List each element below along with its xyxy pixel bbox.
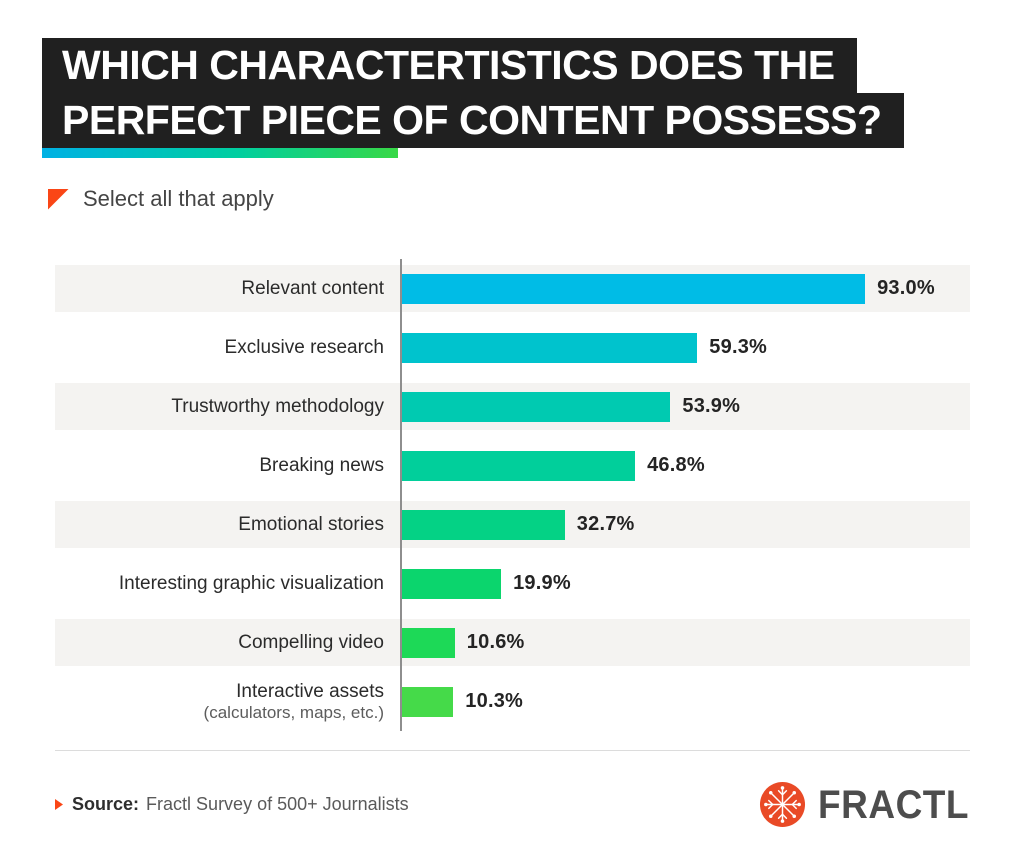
row-label-text: Compelling video (238, 631, 384, 653)
chart-row: Trustworthy methodology 53.9% (55, 377, 970, 436)
source-label: Source: (72, 794, 140, 814)
row-label-text: Exclusive research (224, 336, 384, 358)
divider (55, 750, 970, 751)
row-stripe (55, 619, 970, 666)
axis-line (400, 259, 402, 731)
corner-triangle-icon (48, 188, 69, 210)
bar (402, 391, 671, 422)
subtitle: Select all that apply (48, 186, 1024, 212)
chart-row: Breaking news 46.8% (55, 436, 970, 495)
bar (402, 450, 636, 481)
bar-cell: 53.9% (400, 391, 970, 422)
bar-cell: 10.6% (400, 627, 970, 658)
brand-logo: FRACTL (759, 781, 969, 828)
row-label-text: Interesting graphic visualization (118, 572, 384, 594)
title-line-1: WHICH CHARACTERTISTICS DOES THE (42, 38, 857, 93)
row-label: Interactive assets (calculators, maps, e… (55, 680, 400, 724)
bar-cell: 59.3% (400, 332, 970, 363)
row-label: Relevant content (55, 277, 400, 300)
footer: Source: Fractl Survey of 500+ Journalist… (55, 781, 969, 828)
row-label: Breaking news (55, 454, 400, 477)
arrow-right-triangle-icon (55, 799, 63, 810)
row-label: Exclusive research (55, 336, 400, 359)
chart-row: Interesting graphic visualization 19.9% (55, 554, 970, 613)
bar-value: 32.7% (576, 513, 635, 535)
chart-row: Emotional stories 32.7% (55, 495, 970, 554)
title-line-2: PERFECT PIECE OF CONTENT POSSESS? (42, 93, 904, 148)
bar (402, 273, 866, 304)
bar (402, 568, 502, 599)
row-sublabel-text: (calculators, maps, etc.) (203, 702, 384, 722)
bar-value: 59.3% (709, 336, 768, 358)
bar-cell: 32.7% (400, 509, 970, 540)
bar-cell: 19.9% (400, 568, 970, 599)
snowflake-icon (760, 781, 806, 828)
bar-value: 46.8% (647, 454, 705, 476)
row-label: Trustworthy methodology (55, 395, 400, 418)
bar (402, 686, 454, 717)
row-label-text: Emotional stories (238, 513, 384, 535)
bar-value: 19.9% (513, 572, 571, 594)
chart-row: Relevant content 93.0% (55, 259, 970, 318)
header-title-block: WHICH CHARACTERTISTICS DOES THE PERFECT … (42, 0, 1024, 148)
source-text: Fractl Survey of 500+ Journalists (146, 794, 409, 814)
bar (402, 509, 565, 540)
bar-value: 10.3% (465, 690, 524, 712)
row-label: Compelling video (55, 631, 400, 654)
row-label-text: Breaking news (259, 454, 384, 476)
row-label-text: Interactive assets (236, 680, 384, 702)
row-label-text: Relevant content (241, 277, 384, 299)
bar (402, 627, 455, 658)
source-note: Source: Fractl Survey of 500+ Journalist… (55, 794, 409, 815)
row-label-text: Trustworthy methodology (171, 395, 384, 417)
bar (402, 332, 698, 363)
bar-cell: 93.0% (400, 273, 970, 304)
bar-value: 53.9% (682, 395, 741, 417)
chart-row: Exclusive research 59.3% (55, 318, 970, 377)
bar-value: 93.0% (877, 277, 935, 299)
bar-cell: 46.8% (400, 450, 970, 481)
row-label: Emotional stories (55, 513, 400, 536)
bar-value: 10.6% (466, 631, 525, 653)
accent-gradient-bar (42, 148, 398, 158)
chart-row: Compelling video 10.6% (55, 613, 970, 672)
bar-cell: 10.3% (400, 686, 970, 717)
bar-chart: Relevant content 93.0% Exclusive researc… (55, 259, 970, 731)
chart-row: Interactive assets (calculators, maps, e… (55, 672, 970, 731)
row-label: Interesting graphic visualization (55, 572, 400, 595)
brand-name: FRACTL (818, 781, 969, 827)
subtitle-text: Select all that apply (83, 186, 274, 211)
